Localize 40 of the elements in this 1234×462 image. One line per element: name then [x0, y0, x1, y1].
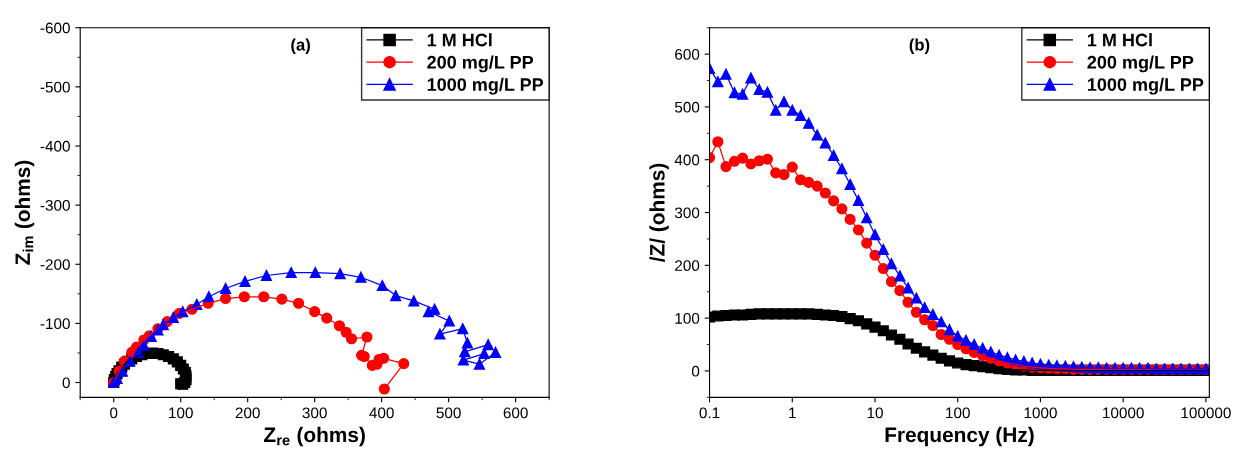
y-tick-label: 200: [675, 260, 700, 272]
y-tick-label: 0: [62, 377, 70, 389]
x-tick-label: 100: [169, 407, 193, 419]
x-axis-title: Z$_{re}$ (ohms): [264, 426, 365, 447]
legend-label: 1000 mg/L PP: [1087, 77, 1204, 95]
text: (a): [291, 38, 310, 54]
legend-label: 1 M HCl: [427, 33, 492, 47]
y-tick-label: 500: [674, 101, 700, 113]
y-tick-label: 100: [675, 312, 700, 324]
y-tick-label: 0: [691, 365, 700, 377]
y-axis-title: Z$_{im}$ (ohms): [14, 160, 35, 265]
y-axis-title: /Z/ (ohms): [649, 163, 669, 263]
y-tick-label: -400: [40, 140, 70, 152]
y-tick-label: -500: [40, 81, 70, 93]
x-tick-label: 10: [867, 407, 883, 419]
x-tick-label: 400: [369, 407, 394, 419]
x-tick-label: 0: [110, 407, 118, 419]
x-tick-label: 100000: [1181, 407, 1231, 419]
x-tick-label: 1: [789, 407, 796, 419]
text: (b): [909, 38, 930, 54]
y-tick-label: -300: [40, 200, 70, 211]
legend-label: 200 mg/L PP: [427, 55, 534, 73]
x-axis-title: Frequency (Hz): [885, 426, 1034, 447]
legend-label: 1000 mg/L PP: [427, 77, 544, 95]
y-tick-label: 300: [674, 207, 700, 219]
y-tick-label: -200: [40, 259, 70, 270]
legend-label: 200 mg/L PP: [1087, 55, 1194, 73]
legend-label: 1 M HCl: [1087, 33, 1152, 47]
y-tick-label: 400: [674, 154, 700, 166]
y-tick-label: -600: [40, 22, 70, 34]
x-tick-label: 0.1: [699, 407, 720, 419]
x-tick-label: 600: [503, 407, 528, 419]
y-tick-label: -100: [40, 318, 70, 330]
x-tick-label: 1000: [1024, 407, 1057, 419]
x-tick-label: 500: [436, 407, 461, 419]
x-tick-label: 200: [235, 407, 260, 419]
x-tick-label: 10000: [1103, 407, 1144, 419]
x-tick-label: 100: [946, 407, 970, 419]
y-tick-label: 600: [675, 48, 700, 60]
x-tick-label: 300: [302, 407, 327, 419]
